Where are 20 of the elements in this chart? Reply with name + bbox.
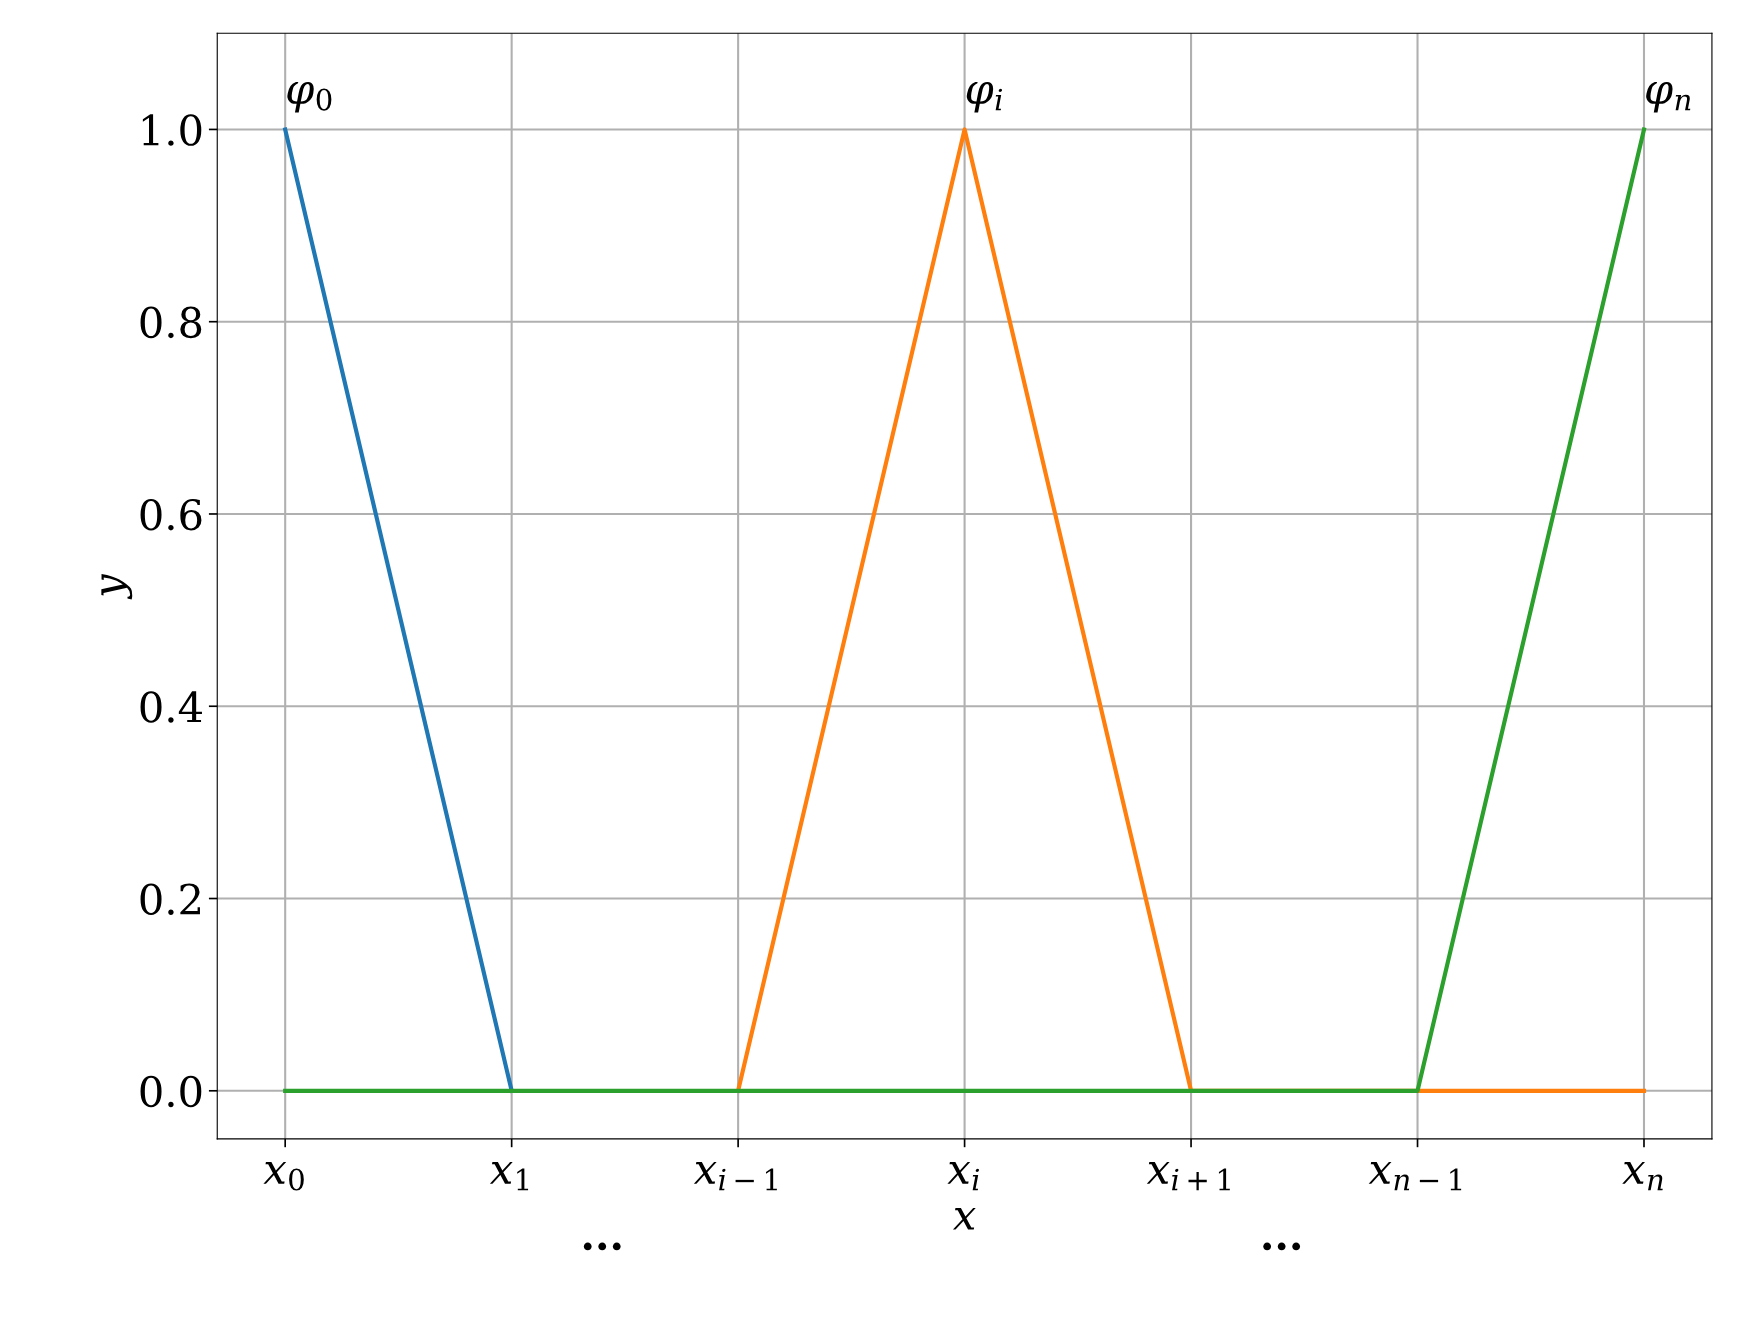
x-tick-label: x$_{0}$ bbox=[263, 1162, 304, 1191]
y-tick-label: 0.4 bbox=[140, 691, 202, 723]
x-tick-label: x$_{i+1}$ bbox=[1146, 1162, 1230, 1191]
series-label: φ$_{0}$ bbox=[287, 81, 332, 113]
x-tick-label: x$_{n}$ bbox=[1622, 1162, 1663, 1191]
y-axis-title: y bbox=[101, 573, 133, 600]
y-tick-label: 0.8 bbox=[140, 306, 202, 339]
y-tick-label: 0.6 bbox=[140, 498, 202, 531]
y-tick-label: 1.0 bbox=[142, 114, 202, 146]
x-tick-label: x$_{i−1}$ bbox=[693, 1162, 777, 1191]
text: ··· bbox=[583, 1242, 621, 1251]
x-tick-label: x$_{n−1}$ bbox=[1368, 1162, 1462, 1191]
x-tick-label: x$_{i}$ bbox=[947, 1162, 980, 1191]
series-label: φ$_{i}$ bbox=[966, 81, 1003, 113]
y-tick-label: 0.2 bbox=[140, 883, 200, 915]
x-axis-title: x bbox=[952, 1207, 976, 1230]
x-tick-label: x$_{1}$ bbox=[489, 1162, 529, 1191]
series-label: φ$_{n}$ bbox=[1646, 81, 1691, 113]
y-tick-label: 0.0 bbox=[140, 1075, 202, 1108]
text: ··· bbox=[1263, 1242, 1301, 1251]
